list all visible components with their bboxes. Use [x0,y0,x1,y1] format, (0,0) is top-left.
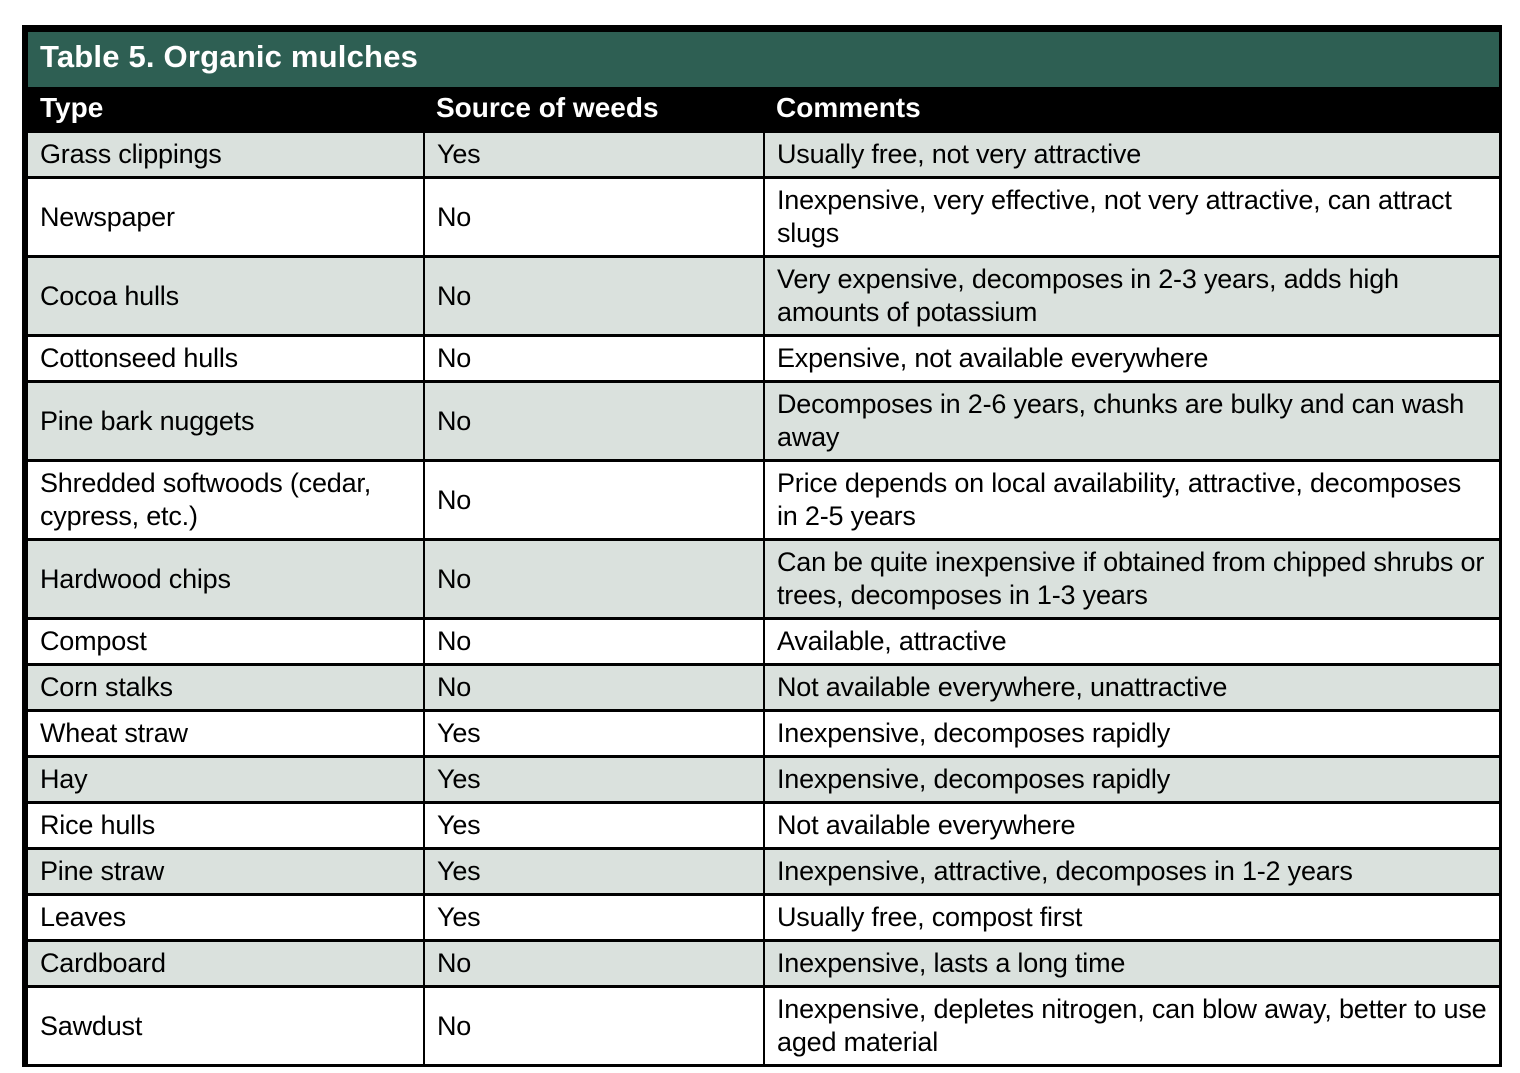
table-row: Cottonseed hulls No Expensive, not avail… [25,334,1501,382]
cell-source-of-weeds: Yes [423,847,764,895]
table-row: Rice hulls Yes Not available everywhere [25,801,1501,849]
cell-source-of-weeds: Yes [423,801,764,849]
cell-type: Pine straw [25,847,424,895]
table-body: Grass clippings Yes Usually free, not ve… [25,130,1501,1066]
table-row: Leaves Yes Usually free, compost first [25,893,1501,941]
table-title: Table 5. Organic mulches [25,28,1501,87]
cell-type: Grass clippings [25,130,424,178]
cell-type: Cardboard [25,939,424,987]
table-row: Shredded softwoods (cedar, cypress, etc.… [25,459,1501,540]
column-header-type: Type [25,86,424,132]
table-row: Compost No Available, attractive [25,617,1501,665]
table-row: Sawdust No Inexpensive, depletes nitroge… [25,985,1501,1066]
cell-type: Corn stalks [25,663,424,711]
cell-type: Newspaper [25,176,424,257]
cell-source-of-weeds: No [423,663,764,711]
table-title-bar: Table 5. Organic mulches [25,28,1501,87]
cell-comments: Very expensive, decomposes in 2-3 years,… [762,255,1501,336]
cell-comments: Decomposes in 2-6 years, chunks are bulk… [762,380,1501,461]
column-header-source-of-weeds: Source of weeds [424,86,764,132]
table-row: Grass clippings Yes Usually free, not ve… [25,130,1501,178]
cell-type: Wheat straw [25,709,424,757]
cell-source-of-weeds: No [423,617,764,665]
cell-comments: Inexpensive, very effective, not very at… [762,176,1501,257]
cell-type: Pine bark nuggets [25,380,424,461]
cell-source-of-weeds: No [423,538,764,619]
cell-comments: Usually free, compost first [762,893,1501,941]
table-row: Cardboard No Inexpensive, lasts a long t… [25,939,1501,987]
cell-source-of-weeds: Yes [423,893,764,941]
column-header-comments: Comments [764,86,1501,132]
cell-source-of-weeds: Yes [423,130,764,178]
table-row: Hay Yes Inexpensive, decomposes rapidly [25,755,1501,803]
cell-source-of-weeds: No [423,939,764,987]
cell-type: Rice hulls [25,801,424,849]
cell-comments: Usually free, not very attractive [762,130,1501,178]
cell-comments: Available, attractive [762,617,1501,665]
cell-type: Shredded softwoods (cedar, cypress, etc.… [25,459,424,540]
cell-source-of-weeds: No [423,985,764,1066]
table-row: Hardwood chips No Can be quite inexpensi… [25,538,1501,619]
cell-source-of-weeds: No [423,334,764,382]
cell-source-of-weeds: No [423,459,764,540]
cell-comments: Inexpensive, decomposes rapidly [762,709,1501,757]
cell-comments: Price depends on local availability, att… [762,459,1501,540]
cell-comments: Can be quite inexpensive if obtained fro… [762,538,1501,619]
cell-type: Cocoa hulls [25,255,424,336]
table-row: Pine bark nuggets No Decomposes in 2-6 y… [25,380,1501,461]
cell-source-of-weeds: Yes [423,709,764,757]
cell-source-of-weeds: No [423,255,764,336]
cell-type: Leaves [25,893,424,941]
cell-type: Compost [25,617,424,665]
cell-type: Sawdust [25,985,424,1066]
cell-type: Hardwood chips [25,538,424,619]
table-row: Wheat straw Yes Inexpensive, decomposes … [25,709,1501,757]
cell-comments: Inexpensive, attractive, decomposes in 1… [762,847,1501,895]
table-row: Corn stalks No Not available everywhere,… [25,663,1501,711]
cell-comments: Not available everywhere, unattractive [762,663,1501,711]
cell-comments: Inexpensive, depletes nitrogen, can blow… [762,985,1501,1066]
table-row: Newspaper No Inexpensive, very effective… [25,176,1501,257]
cell-comments: Inexpensive, lasts a long time [762,939,1501,987]
table-row: Pine straw Yes Inexpensive, attractive, … [25,847,1501,895]
table-head: Table 5. Organic mulches Type Source of … [25,28,1501,132]
cell-source-of-weeds: Yes [423,755,764,803]
table-row: Cocoa hulls No Very expensive, decompose… [25,255,1501,336]
column-header-row: Type Source of weeds Comments [25,86,1501,132]
cell-source-of-weeds: No [423,380,764,461]
cell-source-of-weeds: No [423,176,764,257]
cell-type: Cottonseed hulls [25,334,424,382]
cell-comments: Inexpensive, decomposes rapidly [762,755,1501,803]
cell-type: Hay [25,755,424,803]
cell-comments: Expensive, not available everywhere [762,334,1501,382]
page: Table 5. Organic mulches Type Source of … [22,25,1502,1067]
organic-mulches-table: Table 5. Organic mulches Type Source of … [22,25,1502,1067]
cell-comments: Not available everywhere [762,801,1501,849]
